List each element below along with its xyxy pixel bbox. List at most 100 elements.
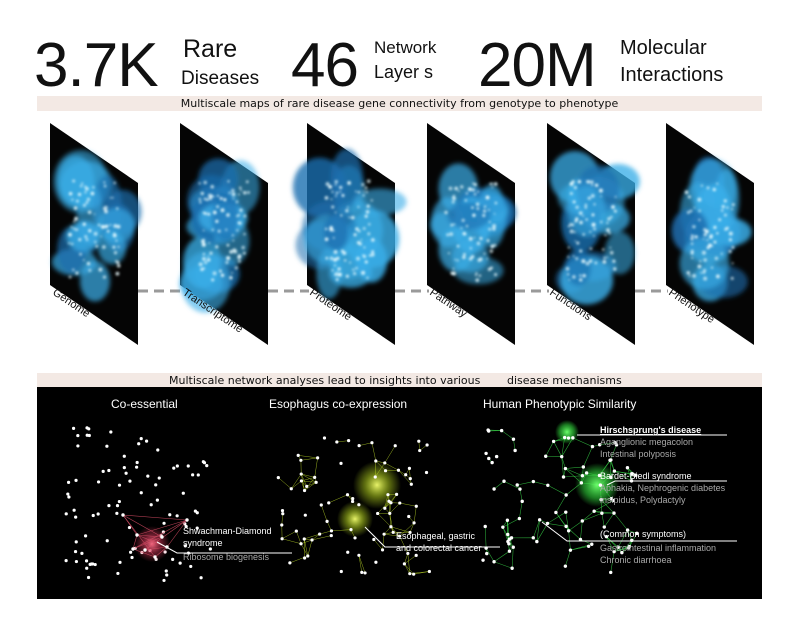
network-node xyxy=(76,433,80,438)
network-node xyxy=(339,461,343,465)
network-node xyxy=(135,465,139,469)
network-node xyxy=(406,551,410,556)
network-node xyxy=(568,548,573,552)
network-node xyxy=(181,491,185,495)
layer-gene-points xyxy=(68,179,121,279)
network-node xyxy=(322,436,327,440)
network-node xyxy=(155,498,159,502)
network-node xyxy=(510,566,514,570)
network-node xyxy=(160,535,164,539)
stat-interactions-label-1: Molecular xyxy=(620,37,707,59)
network-node xyxy=(83,534,88,538)
band2-left-text: Multiscale network analyses lead to insi… xyxy=(169,374,481,387)
layer-phenotype: Phenotype xyxy=(666,123,754,345)
network-node xyxy=(389,501,393,505)
layer-pathway: Pathway xyxy=(427,123,517,345)
phenotype-d1-title: Hirschsprung's disease xyxy=(600,425,702,435)
network-node xyxy=(178,561,182,565)
network-node xyxy=(351,499,355,504)
network-node xyxy=(484,451,488,456)
phenotype-d2-leader xyxy=(606,480,727,486)
layer-functions: Functions xyxy=(547,123,640,345)
network-node xyxy=(505,518,510,522)
network-node xyxy=(299,472,303,476)
band-network-analyses: Multiscale network analyses lead to insi… xyxy=(37,373,762,388)
esophagus-annotation-line2: and colorectal cancer xyxy=(396,543,482,553)
network-node xyxy=(339,569,343,574)
network-node xyxy=(592,509,596,513)
network-node xyxy=(507,542,511,546)
network-node xyxy=(191,473,195,477)
network-node xyxy=(502,479,506,483)
network-node xyxy=(531,479,536,484)
network-node xyxy=(185,518,189,522)
network-node xyxy=(164,569,168,573)
network-node xyxy=(560,454,564,459)
network-node xyxy=(129,550,133,554)
network-node xyxy=(370,441,374,445)
network-node xyxy=(564,493,568,497)
network-node xyxy=(101,469,105,473)
network-node xyxy=(189,564,193,569)
network-node xyxy=(486,429,491,433)
network-node xyxy=(620,550,624,555)
network-node xyxy=(351,497,355,501)
panel-title-esophagus: Esophagus co-expression xyxy=(269,397,408,411)
network-node xyxy=(88,562,92,567)
network-node xyxy=(374,459,378,463)
network-node xyxy=(520,499,524,504)
network-node xyxy=(391,530,395,534)
network-node xyxy=(357,553,361,557)
network-node xyxy=(131,547,135,551)
network-node xyxy=(357,503,361,507)
network-node xyxy=(394,492,399,497)
network-node xyxy=(612,511,616,515)
network-node xyxy=(518,487,522,491)
network-node xyxy=(84,559,89,563)
network-node xyxy=(299,479,303,483)
network-node xyxy=(96,512,100,516)
network-node xyxy=(383,461,387,465)
network-node xyxy=(93,562,97,567)
network-node xyxy=(509,536,514,540)
network-node xyxy=(183,522,187,526)
network-node xyxy=(175,464,179,468)
network-node xyxy=(325,519,329,523)
network-node xyxy=(303,513,307,517)
network-node xyxy=(499,428,504,433)
network-node xyxy=(609,475,613,480)
network-node xyxy=(551,439,556,444)
network-node xyxy=(74,540,78,544)
network-node xyxy=(156,448,160,452)
network-node xyxy=(116,571,120,576)
network-node xyxy=(314,480,318,484)
network-node xyxy=(357,444,361,448)
network-node xyxy=(408,530,412,535)
network-node xyxy=(388,511,392,515)
network-node xyxy=(115,511,119,515)
network-node xyxy=(74,478,78,482)
network-node xyxy=(604,534,609,539)
network-node xyxy=(544,454,548,458)
stat-rare-diseases-value: 3.7K xyxy=(34,31,159,100)
coessential-annotation-line2: syndrome xyxy=(183,538,223,548)
network-node xyxy=(372,537,376,542)
network-node xyxy=(599,497,603,502)
network-node xyxy=(484,546,488,550)
network-node xyxy=(86,575,91,580)
network-node xyxy=(404,473,408,477)
network-node xyxy=(537,518,542,522)
network-node xyxy=(109,430,113,434)
network-node xyxy=(581,465,586,469)
network-node xyxy=(302,488,307,493)
network-node xyxy=(483,524,487,529)
network-node xyxy=(85,433,89,437)
network-node xyxy=(193,509,197,513)
phenotype-d1-line1: Aganglionic megacolon xyxy=(600,437,694,447)
network-node xyxy=(561,475,566,479)
network-node xyxy=(625,466,630,470)
network-node xyxy=(306,554,310,558)
network-node xyxy=(149,503,153,507)
coessential-annotation-line1: Shwachman-Diamond xyxy=(183,526,272,536)
network-node xyxy=(506,532,510,537)
